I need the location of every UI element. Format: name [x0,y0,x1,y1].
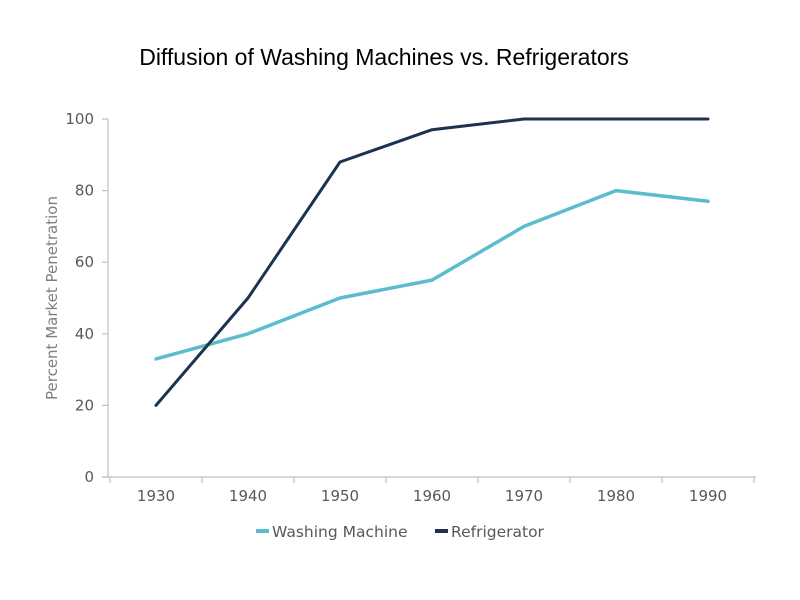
legend-label: Washing Machine [272,523,408,541]
legend-label: Refrigerator [451,523,545,541]
y-tick-label: 0 [84,468,94,486]
y-tick-label: 100 [65,110,94,128]
series-lines [154,117,710,407]
series-line-washing-machine [154,188,710,361]
tick-labels: 0 20 40 60 80 100 1930 1940 1950 1960 1970 1980 1990 [65,110,727,505]
x-tick-label: 1990 [689,487,727,505]
series-line-refrigerator [154,117,710,407]
x-tick-label: 1940 [229,487,267,505]
y-tick-label: 20 [75,396,94,414]
x-tick-label: 1960 [413,487,451,505]
y-tick-label: 80 [75,182,94,200]
y-tick-label: 60 [75,253,94,271]
x-tick-label: 1930 [137,487,175,505]
axes [102,118,756,483]
x-tick-label: 1980 [597,487,635,505]
x-tick-label: 1950 [321,487,359,505]
legend: Washing Machine Refrigerator [256,523,545,541]
x-tick-label: 1970 [505,487,543,505]
y-tick-label: 40 [75,325,94,343]
y-axis-label: Percent Market Penetration [43,196,61,400]
chart-title: Diffusion of Washing Machines vs. Refrig… [139,44,629,70]
